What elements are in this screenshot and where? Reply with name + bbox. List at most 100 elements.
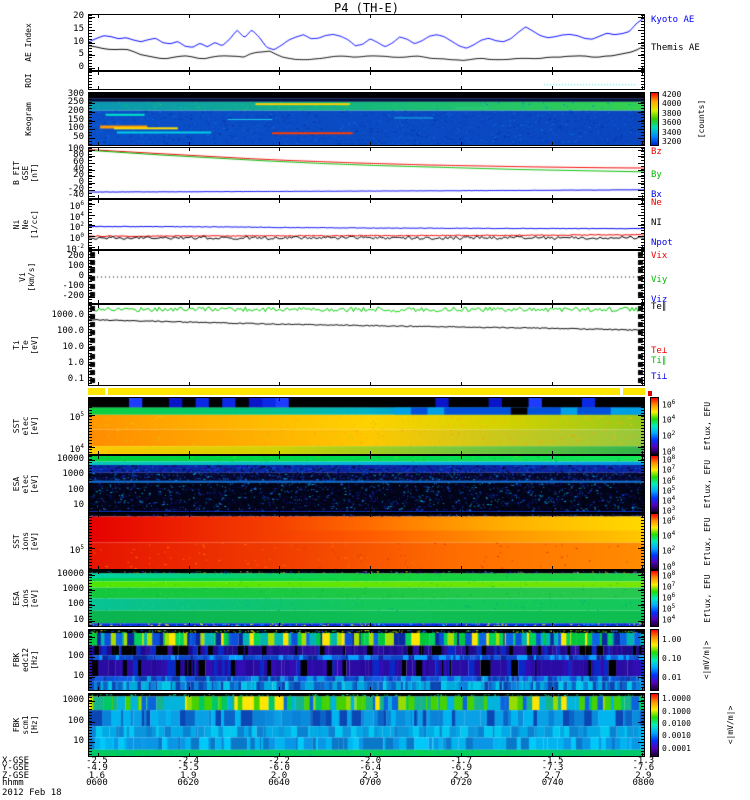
velocity-ytick-label: 200 — [67, 251, 84, 262]
roi-xtick-top — [279, 72, 281, 75]
roi-xtick-top — [370, 72, 372, 75]
b-fit-xtick-bottom — [370, 195, 372, 198]
sst-electrons-xtick-bottom — [279, 451, 281, 454]
density-minor-ticks-left — [89, 200, 92, 249]
mode-bar-gap — [104, 388, 108, 395]
esa-ions-xtick-top — [642, 571, 644, 574]
b-fit-ytick-mark — [638, 163, 644, 164]
density-xtick-bottom — [551, 246, 553, 249]
roi-xtick-top — [460, 72, 462, 75]
velocity-ytick-label: -100 — [62, 280, 84, 291]
velocity-ytick-label: 100 — [67, 261, 84, 272]
sst-ions-colorbar-tick: 104 — [662, 529, 676, 541]
esa-electrons-axis-label-line: [eV] — [30, 474, 39, 494]
velocity-ytick-mark — [638, 277, 644, 278]
density-minor-ticks-right — [641, 200, 644, 249]
esa-electrons-xtick-bottom — [551, 509, 553, 512]
density-ytick-label: 104 — [69, 210, 84, 223]
ae-index-ytick-label: 15 — [73, 23, 84, 34]
esa-ions-ytick-mark — [638, 605, 644, 607]
fbk-edc12-xtick-top — [279, 630, 281, 633]
b-fit-ytick-mark — [89, 149, 95, 151]
esa-ions-colorbar-label: Eflux, EFU — [703, 570, 712, 627]
keogram-ytick-mark — [89, 128, 95, 130]
sst-electrons-ytick-label: 104 — [69, 443, 84, 456]
keogram-xtick-bottom — [188, 142, 190, 145]
esa-electrons-colorbar — [650, 455, 659, 513]
temperature-xtick-bottom — [370, 382, 372, 385]
esa-electrons-xtick-top — [279, 456, 281, 459]
esa-ions-ytick-mark — [89, 605, 95, 607]
temperature-series-label-Te: Te⊥ — [651, 345, 668, 356]
roi-xtick-bottom — [97, 86, 99, 89]
temperature-series-label-Ti: Ti⊥ — [651, 371, 668, 382]
footer-value-hhmm: 0800 — [632, 778, 655, 789]
esa-ions-xtick-top — [460, 571, 462, 574]
sst-ions-axis-label-line: ions — [21, 531, 30, 552]
b-fit-ytick-label: 20 — [73, 170, 84, 181]
fbk-edc12-minor-ticks-left — [89, 630, 92, 690]
footer-value-x-gse: -2.4 — [177, 756, 200, 766]
esa-electrons-ytick-label: 1000 — [62, 469, 84, 480]
velocity-xtick-top — [188, 251, 190, 254]
temperature-axis-label-line: [eV] — [30, 335, 39, 355]
sst-ions-minor-ticks-right — [641, 514, 644, 569]
footer-row-label-x-gse: X-GSE — [2, 756, 30, 766]
ae-index-ytick-mark — [638, 55, 644, 57]
keogram-ytick-mark — [638, 102, 644, 104]
sst-ions-ytick-mark — [89, 548, 95, 550]
esa-electrons-ytick-label: 10 — [73, 500, 84, 511]
b-fit-ytick-mark — [89, 169, 95, 171]
sst-electrons-xtick-top — [279, 398, 281, 401]
esa-ions-axis-label: ESA ions [eV] — [12, 570, 39, 627]
fbk-edc12-xtick-bottom — [642, 687, 644, 690]
footer-value-z-gse: 1.6 — [88, 770, 106, 781]
esa-ions-ytick-label: 10000 — [56, 568, 84, 579]
keogram-ytick-label: 150 — [67, 114, 84, 125]
density-axis-label-line: Ne — [21, 219, 30, 230]
b-fit-ytick-mark — [89, 163, 95, 164]
density-axis-label-line: Ni — [12, 219, 21, 230]
fbk-scm1-xtick-top — [97, 694, 99, 697]
date-label: 2012 Feb 18 — [2, 788, 62, 798]
temperature-xtick-bottom — [97, 382, 99, 385]
velocity-xtick-bottom — [97, 300, 99, 303]
b-fit-ytick-mark — [638, 156, 644, 158]
fbk-edc12-spectrogram — [89, 630, 644, 690]
footer-value-hhmm: 0700 — [359, 778, 382, 789]
ae-index-ytick-mark — [89, 17, 95, 19]
b-fit-axis-label-line: [nT] — [30, 163, 39, 183]
b-fit-ytick-mark — [89, 183, 95, 184]
ae-index-xtick-bottom — [279, 67, 281, 70]
panel-sst-electrons — [88, 397, 645, 455]
b-fit-xtick-top — [188, 148, 190, 151]
b-fit-xtick-top — [97, 148, 99, 151]
density-axis-label: Ni Ne [1/cc] — [12, 199, 39, 250]
temperature-ytick-label: 1.0 — [67, 358, 84, 369]
panel-ae-index — [88, 14, 645, 71]
sst-electrons-ytick-mark — [89, 414, 95, 416]
velocity-xtick-bottom — [188, 300, 190, 303]
fbk-scm1-colorbar-tick: 1.0000 — [662, 694, 691, 704]
esa-ions-colorbar — [650, 570, 659, 627]
ae-index-xtick-bottom — [370, 67, 372, 70]
b-fit-xtick-bottom — [279, 195, 281, 198]
temperature-ytick-label: 1000.0 — [51, 310, 84, 321]
b-fit-xtick-bottom — [188, 195, 190, 198]
esa-electrons-xtick-bottom — [188, 509, 190, 512]
velocity-ytick-mark — [638, 257, 644, 259]
fbk-scm1-minor-ticks-left — [89, 694, 92, 756]
sst-electrons-xtick-bottom — [188, 451, 190, 454]
panel-density — [88, 199, 645, 250]
density-xtick-bottom — [642, 246, 644, 249]
keogram-xtick-bottom — [97, 142, 99, 145]
fbk-scm1-xtick-bottom — [370, 753, 372, 756]
esa-electrons-xtick-bottom — [279, 509, 281, 512]
esa-ions-ytick-mark — [638, 589, 644, 591]
esa-ions-colorbar-tick: 107 — [662, 581, 676, 593]
fbk-edc12-xtick-top — [188, 630, 190, 633]
ae-index-xtick-top — [97, 15, 99, 18]
ae-index-ytick-label: 0 — [78, 61, 84, 72]
keogram-ytick-mark — [638, 128, 644, 130]
keogram-minor-ticks-left — [89, 93, 92, 145]
